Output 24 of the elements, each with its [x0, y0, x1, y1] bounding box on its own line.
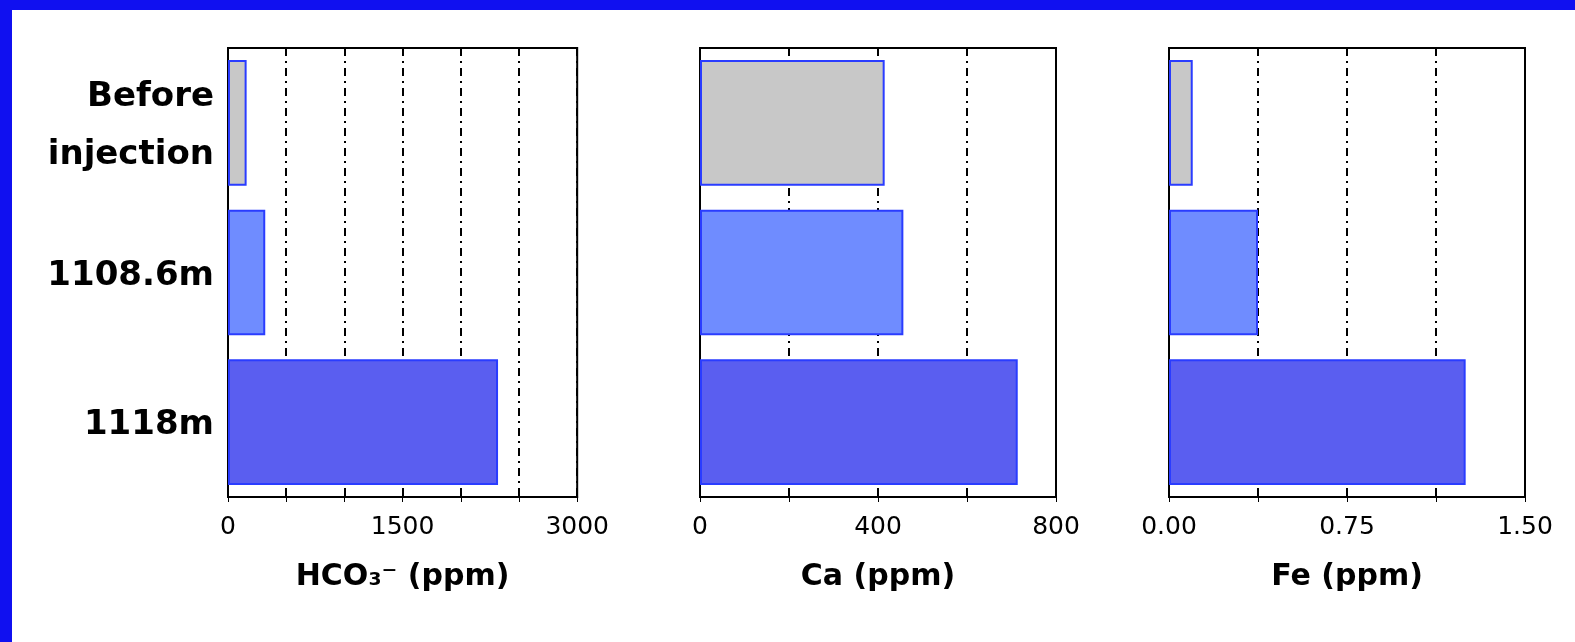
x-tick-label: 0: [692, 511, 708, 540]
y-tick-label: 1108.6m: [47, 252, 214, 293]
x-tick-label: 0: [220, 511, 236, 540]
x-tick-label: 3000: [545, 511, 609, 540]
bar: [228, 359, 499, 486]
x-tick-label: 0.00: [1141, 511, 1197, 540]
y-tick-label: 1118m: [83, 402, 214, 443]
bar: [1169, 59, 1193, 186]
bar: [228, 59, 247, 186]
bar: [1169, 359, 1466, 486]
x-axis-title: HCO₃⁻ (ppm): [295, 556, 510, 592]
bar: [1169, 209, 1258, 336]
x-tick-label: 1500: [370, 511, 435, 540]
x-tick-label: 800: [1032, 511, 1080, 540]
x-tick-label: 400: [854, 511, 902, 540]
bar: [700, 59, 885, 186]
x-axis-title: Ca (ppm): [800, 556, 956, 592]
bar: [228, 209, 266, 336]
x-axis-title: Fe (ppm): [1271, 556, 1423, 592]
x-tick-label: 1.50: [1497, 511, 1553, 540]
bar: [700, 209, 904, 336]
x-tick-label: 0.75: [1319, 511, 1375, 540]
bar: [700, 359, 1018, 486]
y-tick-label: Before injection: [47, 73, 214, 172]
